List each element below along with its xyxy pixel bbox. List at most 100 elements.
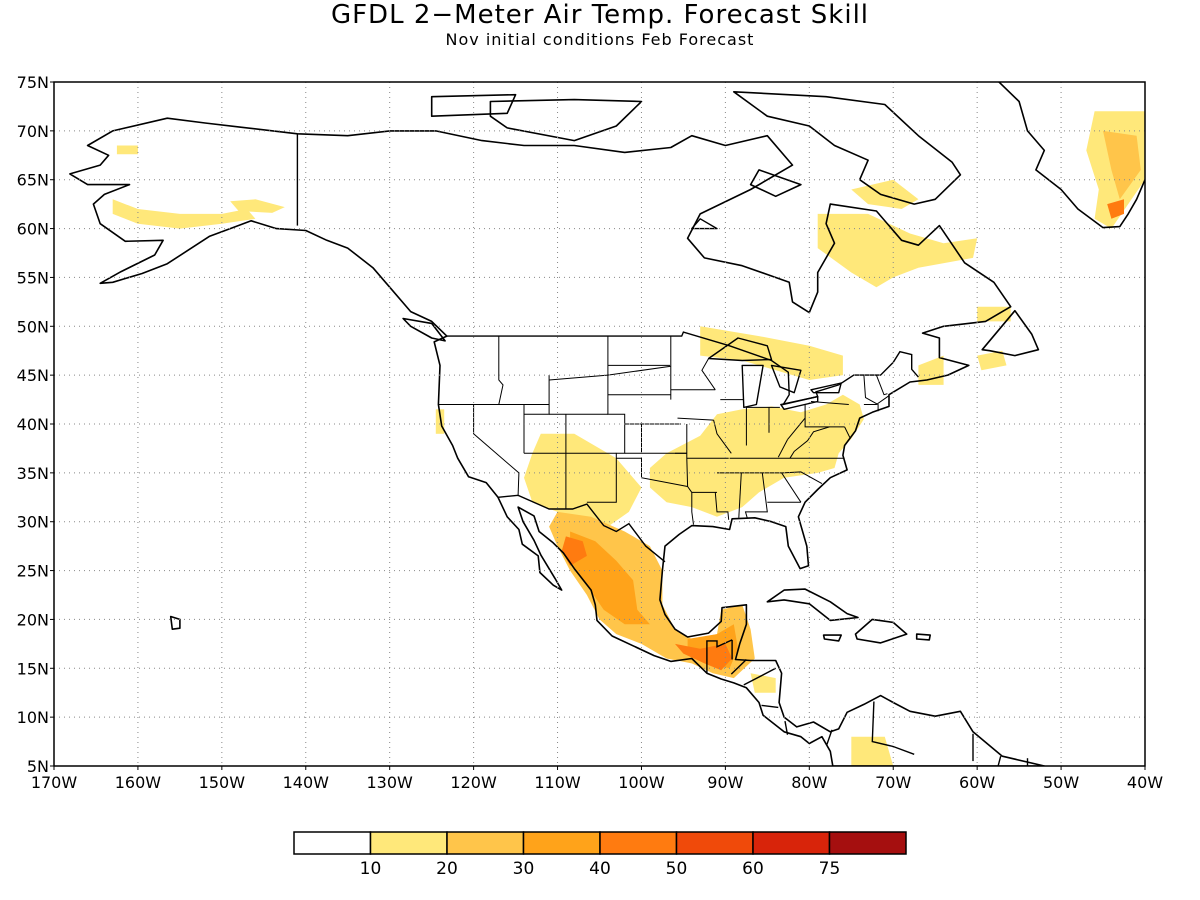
longitude-tick-labels: 170W 160W 150W 140W 130W 120W 110W 100W 90W 80W 70… [31,766,1163,792]
color-scale-label: 10 [360,859,382,879]
state-border [789,426,830,459]
coastline-banks [430,93,517,117]
country-border [826,729,833,745]
state-border [713,419,732,454]
state-border [744,472,768,518]
state-border [738,472,742,518]
state-border [844,426,851,439]
lat-tick-label: 10N [17,708,49,727]
coastline-hawaii [169,615,181,631]
color-scale-label: 30 [513,859,535,879]
state-border [781,472,802,503]
map-subtitle: Nov initial conditions Feb Forecast [445,30,755,49]
coastline-southampton [749,169,802,198]
skill-region-quebec [817,213,978,288]
lat-tick-label: 5N [27,757,49,776]
skill-region-southwest [524,433,642,527]
lon-tick-label: 150W [199,773,246,792]
lake-huron [770,364,802,394]
lat-tick-label: 15N [17,659,49,678]
color-scale-label: 40 [589,859,611,879]
color-scale-box [522,831,601,855]
coastline-newfoundland [981,309,1040,357]
lon-tick-label: 140W [283,773,330,792]
coastline-jamaica [822,634,843,642]
color-scale-label: 75 [819,859,841,879]
border-layer [296,133,1029,766]
color-scale-box [752,831,831,855]
country-border [784,720,789,735]
lat-tick-label: 45N [17,366,49,385]
coastline-baffin [732,91,962,205]
lat-tick-label: 20N [17,610,49,629]
coastline-hispaniola [854,618,908,644]
state-border [686,424,694,525]
country-border [761,704,779,709]
state-border [863,375,879,412]
lon-tick-label: 80W [791,773,827,792]
color-scale-label: 20 [436,859,458,879]
skill-region-alaska-west [112,199,256,229]
lon-tick-label: 50W [1043,773,1079,792]
lat-tick-label: 50N [17,317,49,336]
color-scale-box [369,831,448,855]
color-scale-box [828,831,907,855]
state-border [717,471,823,485]
country-border [871,701,915,755]
lon-tick-label: 70W [875,773,911,792]
country-border [730,658,747,675]
color-scale-box [675,831,754,855]
coastline-greenland [997,82,1145,229]
state-border [810,401,849,405]
color-scale-label: 60 [742,859,764,879]
skill-region-mexico-core [570,531,650,625]
lon-tick-label: 40W [1127,773,1163,792]
lake-superior [707,337,773,362]
country-border [497,494,666,563]
latitude-tick-labels: 75N 70N 65N 60N 55N 50N 45N 40N 35N 30N 25N 20N 15N 1… [17,73,54,776]
country-border [743,667,777,686]
lon-tick-label: 110W [534,773,581,792]
lat-tick-label: 60N [17,220,49,239]
color-scale-box [446,831,525,855]
coastline-vancouver [402,317,446,342]
country-border [446,331,919,406]
skill-region-guatemala [675,643,733,671]
lon-tick-label: 120W [450,773,497,792]
state-border [549,374,608,381]
lat-tick-label: 65N [17,171,49,190]
lake-michigan [741,364,764,409]
country-border [997,756,1002,766]
skill-region-labrador-north [851,179,919,209]
lat-tick-label: 40N [17,415,49,434]
lat-tick-label: 35N [17,464,49,483]
country-border [706,639,733,674]
lat-tick-label: 75N [17,73,49,92]
lat-tick-label: 70N [17,122,49,141]
skill-region-alaska-coast [230,199,285,213]
skill-shading-layer [112,111,1145,766]
state-border [863,395,890,405]
state-border [498,336,504,405]
state-border [701,358,716,391]
coastline-north-america [69,117,1046,766]
state-border [473,404,520,474]
color-scale-label: 50 [666,859,688,879]
color-scale-box [599,831,678,855]
state-border [804,404,845,428]
skill-region-east-us [649,394,864,517]
coastline-cuba [766,588,859,622]
map-title: GFDL 2−Meter Air Temp. Forecast Skill [330,0,870,30]
state-border [517,472,520,496]
coastline-puerto-rico [915,633,932,641]
lat-tick-label: 30N [17,513,49,532]
lon-tick-label: 160W [115,773,162,792]
state-border [607,365,671,376]
color-scale-boxes [293,831,907,855]
color-scale-box [293,831,372,855]
color-scale-labels: 10 20 30 40 50 60 75 [360,859,841,879]
lon-tick-label: 170W [31,773,78,792]
state-border [714,492,730,520]
